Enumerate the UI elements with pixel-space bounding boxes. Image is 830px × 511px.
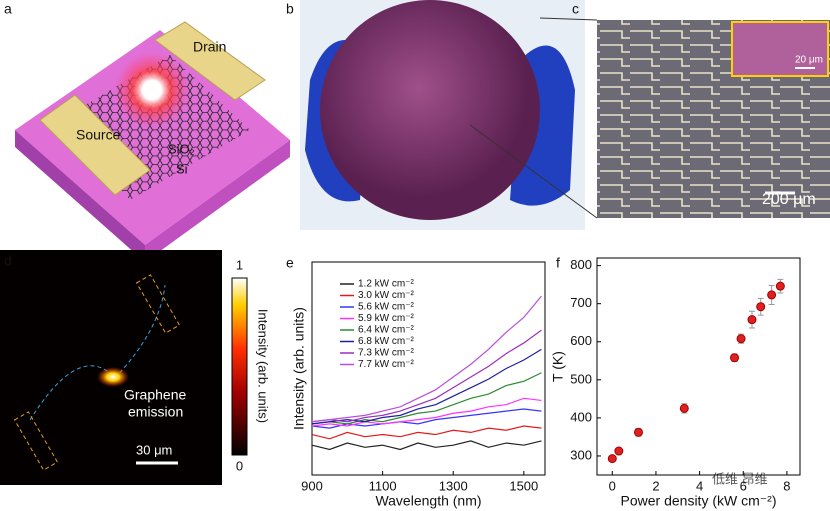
data-point <box>730 353 740 363</box>
y-tick-label: 400 <box>570 409 592 424</box>
legend-label: 6.4 kW cm⁻² <box>358 325 415 336</box>
x-tick-label: 900 <box>301 478 323 493</box>
scale-label: 20 μm <box>795 55 823 66</box>
annotation: Source <box>76 127 121 143</box>
legend-label: 5.6 kW cm⁻² <box>358 302 415 313</box>
y-tick-label: 800 <box>570 257 592 272</box>
data-point <box>607 454 617 464</box>
panel-label: c <box>572 1 579 17</box>
x-tick-label: 1100 <box>369 478 397 493</box>
spectrum-line <box>311 408 542 429</box>
annotation: Drain <box>193 39 226 55</box>
x-tick-label: 1500 <box>509 478 538 493</box>
spectrum-line <box>311 425 542 440</box>
panel-label: a <box>4 1 12 17</box>
legend-label: 6.8 kW cm⁻² <box>358 336 415 347</box>
spectrum-line <box>311 295 542 423</box>
legend-label: 5.9 kW cm⁻² <box>358 313 415 324</box>
plot-frame <box>596 257 801 476</box>
scale-label: 30 μm <box>136 442 172 457</box>
data-point <box>679 403 689 413</box>
scale-label: 200 μm <box>762 191 816 208</box>
y-tick-label: 300 <box>570 447 592 462</box>
data-point <box>775 281 785 291</box>
y-axis-label: T (K) <box>550 351 566 382</box>
data-point <box>767 290 777 300</box>
panel-label: b <box>286 1 294 17</box>
data-point <box>614 446 624 456</box>
data-point <box>633 427 643 437</box>
panel-label: e <box>286 255 294 271</box>
spectrum-line <box>311 329 542 423</box>
x-tick-label: 0 <box>609 478 616 493</box>
legend-label: 7.7 kW cm⁻² <box>358 359 415 370</box>
spectrum-line <box>311 348 542 425</box>
panel-label: f <box>556 255 560 271</box>
data-point <box>747 315 757 325</box>
legend-label: 3.0 kW cm⁻² <box>358 290 415 301</box>
x-tick-label: 1300 <box>439 478 468 493</box>
data-point <box>736 334 746 344</box>
micrograph <box>469 17 830 219</box>
data-point <box>756 302 766 312</box>
x-tick-label: 2 <box>652 478 659 493</box>
spectrum-line <box>311 372 542 425</box>
y-tick-label: 600 <box>570 333 592 348</box>
y-axis-label: Intensity (arb. units) <box>291 307 307 430</box>
spectrum-line <box>311 397 542 427</box>
x-tick-label: 6 <box>740 478 747 493</box>
annotation: Si <box>176 161 188 176</box>
device-schematic <box>15 21 290 262</box>
x-tick-label: 4 <box>696 478 703 493</box>
y-tick-label: 500 <box>570 371 592 386</box>
legend-label: 1.2 kW cm⁻² <box>358 279 415 290</box>
wafer-photo <box>300 0 585 230</box>
legend-label: 7.3 kW cm⁻² <box>358 348 415 359</box>
spectrum-line <box>311 440 542 451</box>
panel-label: d <box>4 253 12 269</box>
plot-frame <box>311 261 546 476</box>
annotation: emission <box>128 404 183 420</box>
annotation: SiO₂ <box>168 141 195 156</box>
emission-map <box>0 250 248 485</box>
colorbar-tick-label: 0 <box>236 458 243 473</box>
colorbar-tick-label: 1 <box>236 257 243 272</box>
colorbar-label: Intensity (arb. units) <box>256 309 271 423</box>
y-tick-label: 700 <box>570 295 592 310</box>
x-axis-label: Power density (kW cm⁻²) <box>621 493 777 509</box>
x-tick-label: 8 <box>783 478 790 493</box>
annotation: Graphene <box>124 387 186 403</box>
x-axis-label: Wavelength (nm) <box>375 493 481 509</box>
